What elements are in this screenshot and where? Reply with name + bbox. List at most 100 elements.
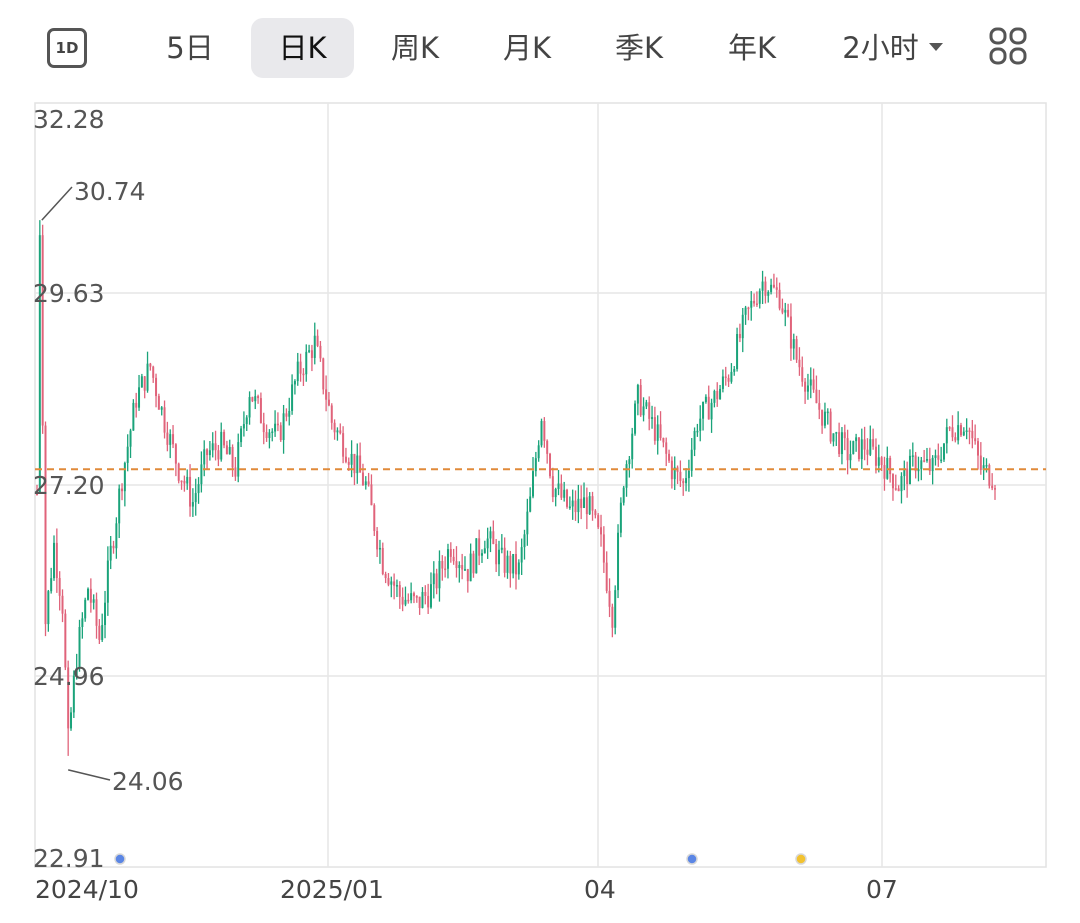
candle-body — [583, 497, 586, 508]
candle-body — [696, 430, 699, 433]
candle-body — [738, 333, 741, 339]
candle-body — [665, 442, 668, 454]
candle-body — [716, 391, 719, 400]
candle-body — [503, 547, 506, 573]
interval-dropdown[interactable]: 2小时 — [825, 18, 960, 78]
candle-body — [945, 427, 948, 444]
candle-body — [767, 291, 770, 296]
candle-body — [475, 538, 478, 574]
candle-body — [588, 496, 591, 515]
y-tick-label: 27.20 — [33, 471, 105, 500]
candle-body — [174, 444, 177, 464]
candle-body — [727, 377, 730, 382]
candle-body — [378, 547, 381, 550]
candle-body — [401, 596, 404, 605]
candle-body — [940, 459, 943, 462]
candle-body — [784, 309, 787, 313]
candle-body — [424, 591, 427, 596]
candle-body — [319, 345, 322, 359]
candle-body — [602, 534, 605, 563]
candle-body — [991, 485, 994, 489]
candle-body — [44, 425, 47, 625]
candle-body — [200, 464, 203, 485]
intraday-1d-icon[interactable]: 1D — [47, 28, 87, 68]
candle-body — [41, 235, 44, 426]
candle-body — [308, 350, 311, 352]
candle-body — [747, 307, 750, 310]
candle-body — [217, 450, 220, 460]
candle-body — [832, 433, 835, 442]
grid-icon[interactable] — [988, 26, 1028, 66]
candle-body — [172, 434, 175, 445]
event-marker-dot — [795, 853, 807, 865]
candle-body — [532, 471, 535, 497]
candle-body — [70, 712, 73, 729]
candle-body — [838, 432, 841, 455]
candle-body — [736, 333, 739, 370]
candle-body — [891, 474, 894, 489]
candle-body — [600, 527, 603, 535]
candle-body — [432, 573, 435, 585]
candle-body — [237, 442, 240, 477]
candle-body — [333, 422, 336, 433]
candle-body — [359, 455, 362, 473]
candle-body — [988, 465, 991, 486]
candle-body — [135, 402, 138, 408]
candle-body — [149, 363, 152, 367]
candle-body — [302, 373, 305, 376]
candle-body — [580, 498, 583, 508]
candle-body — [500, 547, 503, 550]
tab-daily-k[interactable]: 日K — [251, 18, 354, 78]
candle-body — [506, 555, 509, 573]
candle-body — [245, 417, 248, 425]
low-annotation-leader — [68, 769, 111, 781]
tab-5day[interactable]: 5日 — [166, 31, 214, 65]
candle-body — [668, 453, 671, 461]
candle-body — [350, 453, 353, 465]
tab-yearly-k[interactable]: 年K — [727, 31, 777, 65]
candle-body — [925, 459, 928, 461]
y-tick-label: 22.91 — [33, 844, 105, 873]
candle-body — [781, 308, 784, 313]
candle-body — [631, 433, 634, 460]
candle-body — [478, 538, 481, 556]
candle-body — [883, 465, 886, 479]
tab-weekly-k[interactable]: 周K — [390, 31, 440, 65]
candle-body — [449, 549, 452, 557]
candle-body — [792, 339, 795, 349]
candle-body — [112, 545, 115, 549]
candle-body — [412, 593, 415, 597]
candle-body — [361, 472, 364, 485]
candle-body — [724, 376, 727, 378]
candle-body — [123, 462, 126, 492]
candle-body — [38, 235, 41, 494]
candle-body — [87, 588, 90, 600]
candle-body — [543, 421, 546, 441]
candle-body — [313, 335, 316, 358]
candle-body — [393, 581, 396, 586]
candle-body — [160, 407, 163, 410]
candle-body — [957, 425, 960, 441]
candle-body — [512, 553, 515, 574]
candle-body — [75, 668, 78, 676]
candle-body — [823, 411, 826, 426]
candle-body — [177, 463, 180, 481]
candle-body — [908, 455, 911, 485]
candle-body — [645, 402, 648, 407]
x-tick-label: 2025/01 — [280, 875, 384, 904]
candle-body — [651, 417, 654, 419]
tab-monthly-k[interactable]: 月K — [502, 31, 552, 65]
candle-body — [815, 389, 818, 404]
candle-body — [435, 573, 438, 589]
tab-quarterly-k[interactable]: 季K — [614, 31, 664, 65]
candle-body — [750, 300, 753, 308]
candle-body — [257, 396, 260, 399]
candle-body — [208, 450, 211, 456]
candle-body — [846, 438, 849, 461]
candle-body — [228, 447, 231, 455]
candle-body — [271, 431, 274, 433]
candle-body — [441, 560, 444, 569]
candle-body — [310, 350, 313, 358]
candle-body — [866, 449, 869, 455]
candle-body — [242, 424, 245, 429]
